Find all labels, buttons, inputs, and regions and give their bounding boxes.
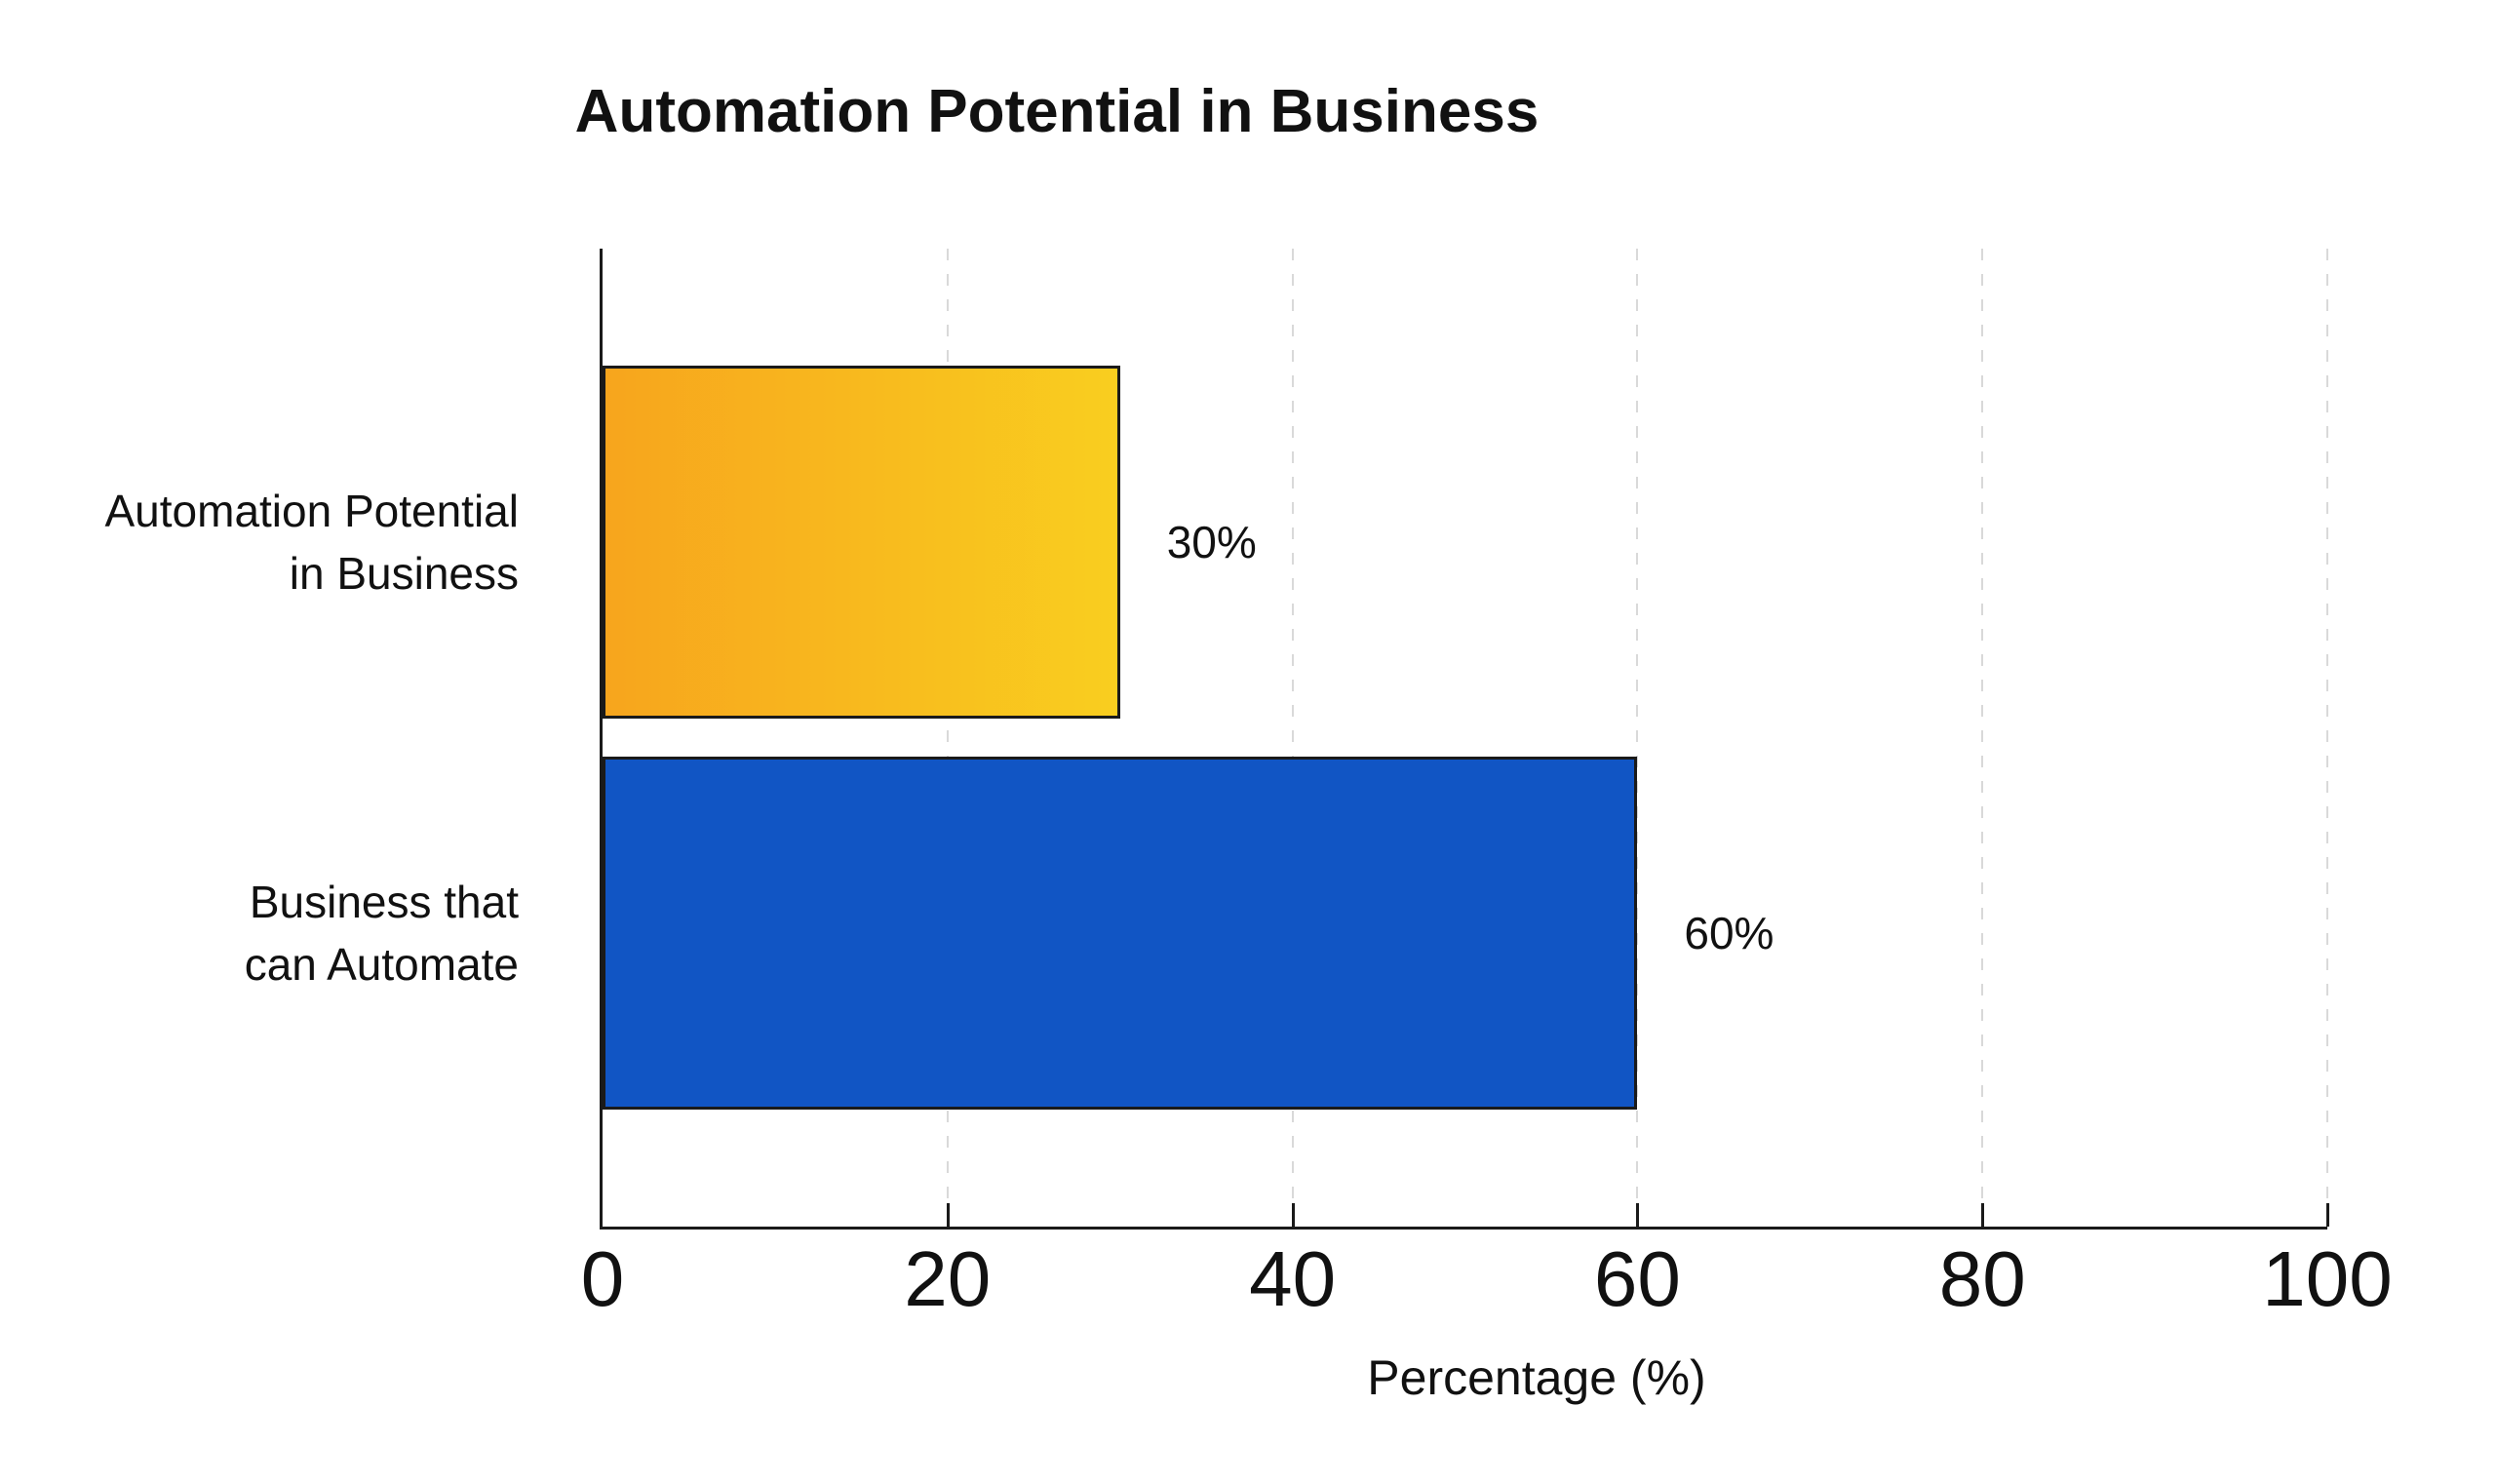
x-axis-label: Percentage (%) [1367, 1350, 1706, 1405]
gridline-20 [946, 249, 949, 1227]
x-tick-label-20: 20 [904, 1235, 992, 1322]
bar-2 [603, 757, 1638, 1110]
x-tick-80 [1981, 1203, 1985, 1227]
x-tick-40 [1291, 1203, 1295, 1227]
x-tick-label-100: 100 [2262, 1235, 2393, 1322]
x-tick-100 [2326, 1203, 2329, 1227]
x-tick-label-80: 80 [1938, 1235, 2026, 1322]
bar-value-label-1: 30% [1166, 517, 1257, 567]
x-tick-20 [946, 1203, 950, 1227]
category-label-1: Automation Potential in Business [104, 486, 520, 599]
x-tick-label-40: 40 [1249, 1235, 1337, 1322]
x-axis-spine [600, 1227, 2327, 1230]
x-tick-60 [1636, 1203, 1640, 1227]
gridline-40 [1291, 249, 1294, 1227]
chart-title: Automation Potential in Business [574, 78, 1540, 145]
x-tick-label-60: 60 [1593, 1235, 1681, 1322]
gridline-100 [2326, 249, 2328, 1227]
category-label-2: Business that can Automate [244, 877, 519, 990]
x-tick-label-0: 0 [580, 1235, 625, 1322]
gridline-80 [1981, 249, 1984, 1227]
y-axis-spine [600, 249, 603, 1227]
gridline-60 [1636, 249, 1639, 1227]
bar-1 [603, 366, 1120, 719]
bar-value-label-2: 60% [1684, 908, 1774, 958]
